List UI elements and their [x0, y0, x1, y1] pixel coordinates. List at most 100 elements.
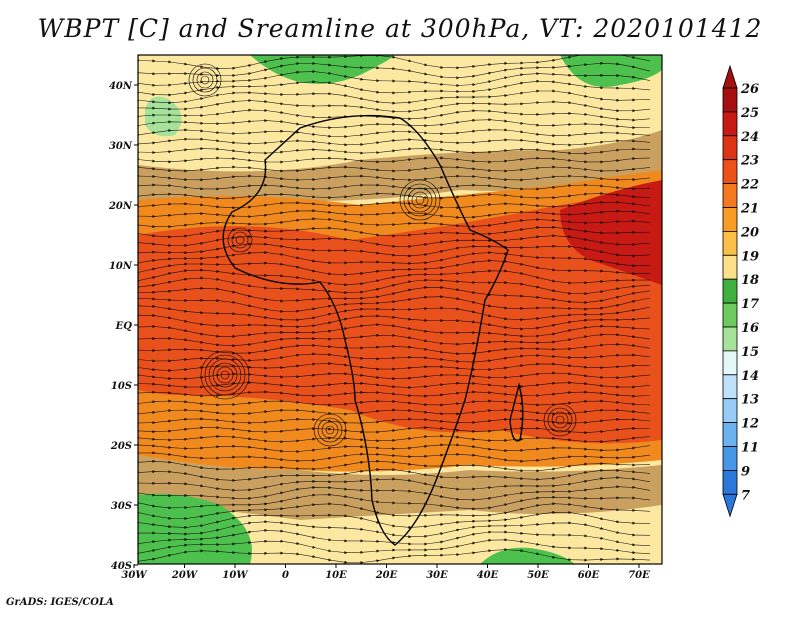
colorbar-bottom-triangle — [722, 493, 738, 518]
colorbar-swatch — [722, 326, 738, 352]
streamline — [138, 352, 651, 364]
colorbar-label: 26 — [740, 82, 759, 97]
colorbar-label: 16 — [741, 321, 759, 336]
gyre-ring — [227, 227, 253, 253]
gyre-ring — [325, 425, 335, 435]
gyre-ring — [313, 413, 347, 447]
streamline — [138, 443, 651, 454]
lat-tick-label: 40N — [109, 81, 133, 92]
colorbar-swatch — [722, 207, 738, 232]
gyre-ring — [200, 350, 250, 400]
lon-tick-label: 60E — [578, 570, 600, 581]
longitude-axis: 30W 20W 10W 0 10E 20E 30E 40E 50E 60E 70E — [121, 564, 650, 581]
colorbar-label: 15 — [741, 345, 759, 360]
lat-tick-label: 40S — [111, 561, 132, 572]
colorbar-label: 24 — [740, 130, 759, 145]
lon-tick-label: 10W — [222, 570, 249, 581]
lon-tick-label: 50E — [527, 570, 549, 581]
colorbar-swatch — [722, 230, 738, 256]
streamline — [138, 217, 651, 229]
streamline — [138, 209, 651, 219]
colorbar-swatch — [722, 446, 738, 471]
gyre-ring — [321, 421, 339, 439]
colorbar-swatch — [722, 469, 738, 495]
gyre-ring — [188, 63, 222, 97]
gyre-ring — [411, 191, 429, 209]
streamline — [138, 192, 651, 200]
streamline — [138, 183, 651, 191]
colorbar: 26 25 24 23 22 21 20 19 18 17 16 15 14 13 12 11 9 7 — [722, 64, 759, 518]
streamline — [138, 108, 651, 122]
colorbar-label: 20 — [740, 225, 759, 240]
colorbar-swatch — [722, 278, 738, 304]
colorbar-swatch — [722, 111, 738, 137]
gyre-ring — [403, 183, 437, 217]
gyre-ring — [212, 362, 238, 388]
gyre-ring — [547, 407, 573, 433]
streamline — [138, 390, 651, 398]
gyre-ring — [543, 403, 577, 437]
lon-tick-label: 40E — [477, 570, 499, 581]
streamline — [138, 118, 651, 130]
gyre-ring — [231, 231, 249, 249]
colorbar-swatch — [722, 374, 738, 400]
gyre-ring — [415, 195, 425, 205]
streamline — [138, 426, 651, 435]
streamline — [138, 362, 650, 373]
colorbar-label: 12 — [741, 417, 759, 432]
lon-tick-label: 30E — [426, 570, 448, 581]
lon-tick-label: 10E — [325, 570, 347, 581]
lat-tick-label: 20S — [110, 441, 132, 452]
gyre-ring — [220, 370, 230, 380]
gyre-ring — [317, 417, 343, 443]
streamline — [138, 147, 651, 155]
colorbar-swatch — [722, 350, 738, 376]
lat-tick-label: 30N — [109, 141, 133, 152]
gyre-ring — [208, 358, 242, 392]
colorbar-label: 14 — [741, 369, 759, 384]
streamline — [138, 200, 651, 210]
streamline — [138, 417, 651, 425]
map-panel: 30W 20W 10W 0 10E 20E 30E 40E 50E 60E 70E 40N 30N 20… — [108, 54, 663, 581]
streamline — [138, 342, 651, 356]
lat-tick-label: 20N — [108, 201, 133, 212]
streamline — [138, 434, 651, 444]
lat-tick-label: 10N — [109, 261, 133, 272]
colorbar-swatch — [722, 422, 738, 447]
streamline — [138, 174, 651, 182]
lat-tick-label: 10S — [111, 381, 132, 392]
latitude-axis: 40N 30N 20N 10N EQ 10S 20S 30S 40S — [108, 81, 138, 572]
colorbar-label: 23 — [740, 154, 759, 169]
lon-tick-label: 70E — [628, 570, 650, 581]
colorbar-label: 11 — [741, 441, 759, 456]
streamlines — [138, 55, 651, 564]
colorbar-swatch — [722, 254, 738, 280]
streamline — [138, 165, 651, 173]
colorbar-swatch — [722, 398, 738, 424]
lon-tick-label: 20E — [375, 570, 398, 581]
lon-tick-label: 30W — [121, 570, 148, 581]
gyre-ring — [192, 67, 218, 93]
streamline — [138, 548, 651, 564]
colorbar-swatch — [722, 183, 738, 208]
gyre-ring — [399, 179, 441, 221]
colorbar-label: 25 — [740, 106, 759, 121]
streamline — [138, 399, 651, 407]
streamline — [138, 128, 651, 139]
lon-tick-label: 0 — [282, 570, 289, 581]
colorbar-swatch — [722, 135, 738, 161]
streamline — [138, 371, 651, 381]
colorbar-label: 21 — [740, 202, 759, 217]
colorbar-label: 22 — [740, 178, 759, 193]
gyre-ring — [216, 366, 234, 384]
gyre-ring — [407, 187, 433, 213]
gyre-ring — [555, 415, 565, 425]
colorbar-label: 9 — [741, 464, 750, 479]
chart-title: WBPT [C] and Sreamline at 300hPa, VT: 20… — [37, 14, 763, 43]
grads-credit: GrADS: IGES/COLA — [6, 597, 114, 608]
coastline — [222, 114, 524, 546]
gyre-ring — [200, 75, 210, 85]
lon-tick-label: 20W — [171, 570, 199, 581]
streamline — [138, 451, 651, 463]
